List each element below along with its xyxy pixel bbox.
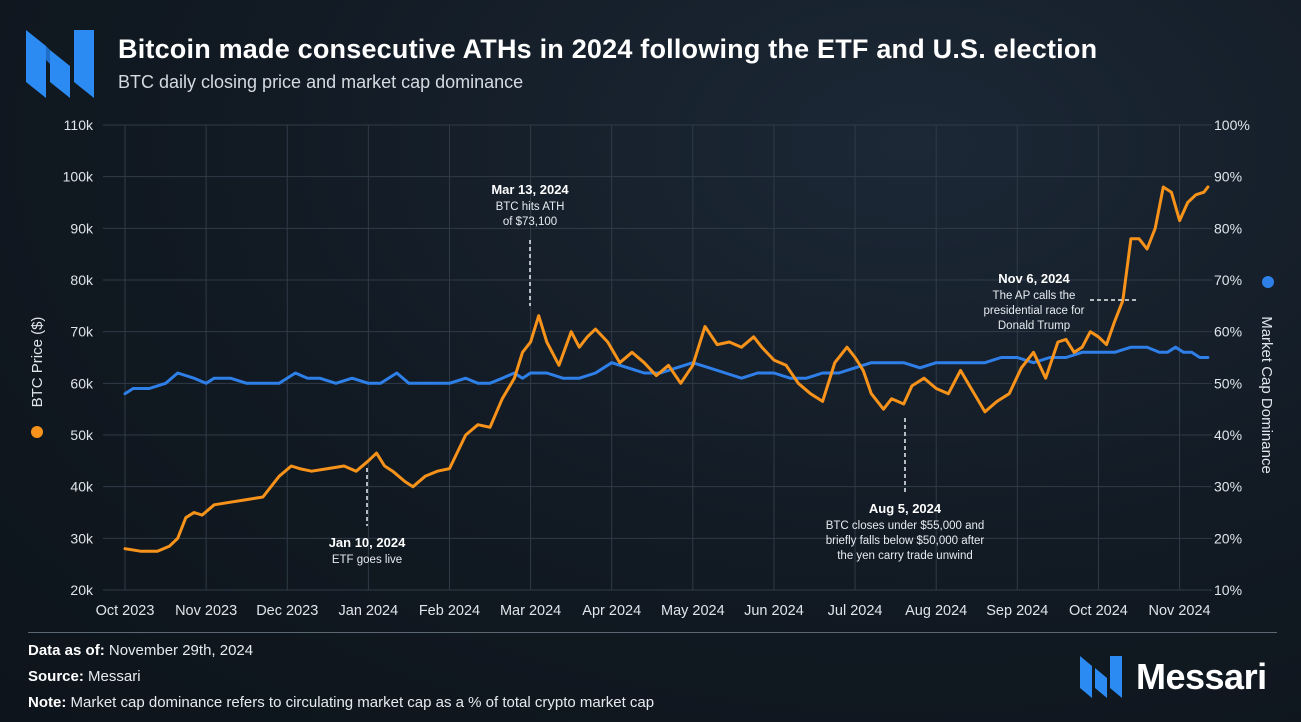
x-tick-label: Jan 2024 [339,603,399,619]
x-tick-label: May 2024 [661,603,725,619]
annotation-ath-date: Mar 13, 2024 [491,182,569,197]
x-tick-label: Nov 2023 [175,603,237,619]
x-tick-label: Aug 2024 [905,603,967,619]
x-tick-label: Jun 2024 [744,603,804,619]
y-tick-label: 50k [70,427,94,443]
note-label: Note: [28,694,67,711]
y-axis-title: BTC Price ($) [29,317,46,408]
annotation-election-text: Donald Trump [998,320,1070,332]
annotation-yen-text: the yen carry trade unwind [837,550,973,562]
data-as-of-label: Data as of: [28,642,105,659]
y-tick-label: 90k [70,220,94,236]
page-subtitle: BTC daily closing price and market cap d… [118,72,524,92]
annotation-ath-text: of $73,100 [503,216,557,228]
source-label: Source: [28,668,84,685]
annotation-election-text: presidential race for [984,305,1085,317]
source-line: Source: Messari [28,668,141,685]
y-tick-label: 60k [70,375,94,391]
y-tick-label: 100k [63,169,94,185]
x-tick-label: Oct 2024 [1069,603,1128,619]
messari-logo-icon [26,30,94,98]
y2-tick-label: 90% [1214,169,1242,185]
x-tick-label: Dec 2023 [256,603,318,619]
y-tick-label: 20k [70,582,94,598]
note-value: Market cap dominance refers to circulati… [70,694,655,711]
x-tick-label: Feb 2024 [419,603,480,619]
y-tick-label: 70k [70,324,94,340]
x-tick-label: Apr 2024 [582,603,641,619]
y-tick-label: 30k [70,530,94,546]
y2-tick-label: 80% [1214,220,1242,236]
y2-tick-label: 50% [1214,375,1242,391]
annotation-ath-text: BTC hits ATH [496,201,565,213]
y2-tick-label: 40% [1214,427,1242,443]
y2-axis-title: Market Cap Dominance [1258,316,1275,474]
annotation-election-date: Nov 6, 2024 [998,271,1070,286]
y2-tick-label: 70% [1214,272,1242,288]
y2-tick-label: 30% [1214,479,1242,495]
annotation-etf-date: Jan 10, 2024 [329,535,406,550]
annotation-yen-text: BTC closes under $55,000 and [826,520,985,532]
annotation-election-text: The AP calls the [993,290,1076,302]
y-tick-label: 40k [70,479,94,495]
footer-divider [28,632,1277,633]
x-tick-label: Mar 2024 [500,603,561,619]
y2-tick-label: 20% [1214,530,1242,546]
y-tick-label: 80k [70,272,94,288]
y-tick-label: 110k [64,117,94,133]
page-title: Bitcoin made consecutive ATHs in 2024 fo… [118,34,1098,64]
annotation-etf-text: ETF goes live [332,554,402,566]
price-legend-icon [31,426,43,438]
note-line: Note: Market cap dominance refers to cir… [28,694,654,711]
x-tick-label: Jul 2024 [828,603,883,619]
y2-tick-label: 10% [1214,582,1242,598]
y2-tick-label: 60% [1214,324,1242,340]
x-tick-label: Oct 2023 [96,603,155,619]
data-as-of: Data as of: November 29th, 2024 [28,642,253,659]
source-value: Messari [88,668,141,685]
annotation-yen-text: briefly falls below $50,000 after [826,535,985,547]
y2-tick-label: 100% [1214,117,1250,133]
x-tick-label: Sep 2024 [986,603,1048,619]
brand-name: Messari [1136,656,1267,697]
annotation-yen-date: Aug 5, 2024 [869,501,942,516]
data-as-of-value: November 29th, 2024 [108,642,254,659]
price-line [123,185,1210,553]
messari-brand-icon [1080,656,1122,698]
dominance-legend-icon [1262,276,1274,288]
x-tick-label: Nov 2024 [1149,603,1211,619]
